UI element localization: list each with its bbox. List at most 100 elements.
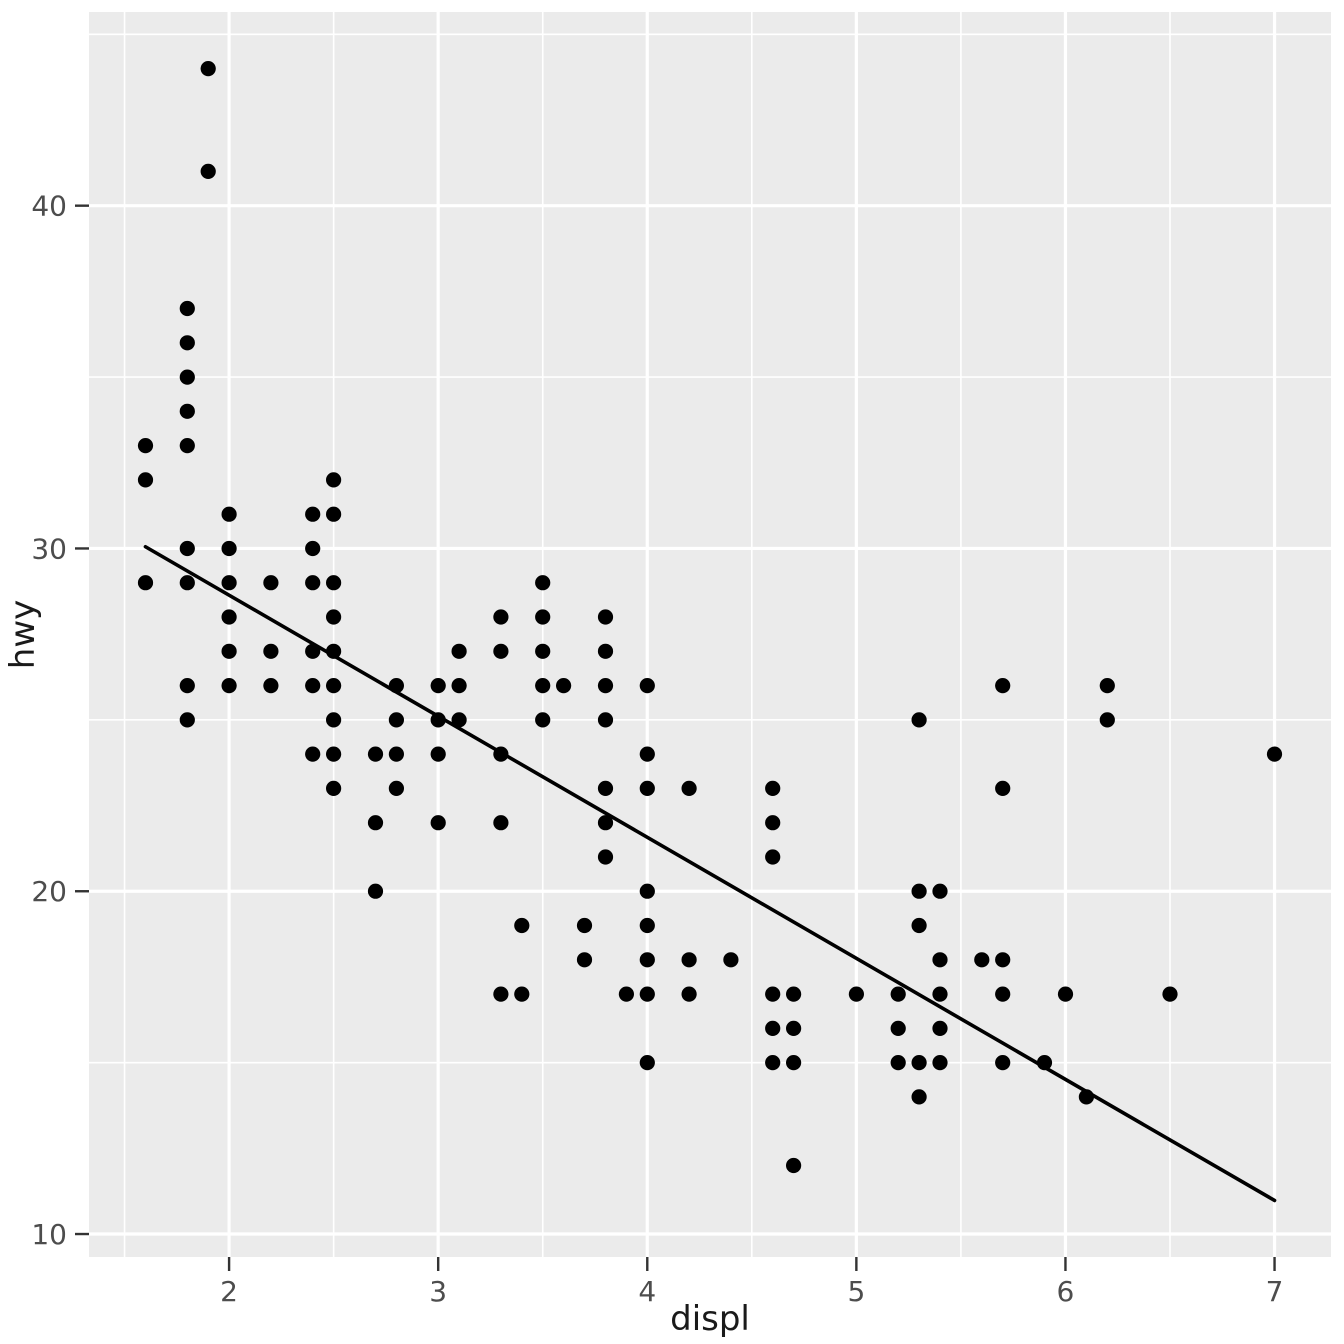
- data-point: [367, 883, 384, 899]
- data-point: [995, 678, 1011, 694]
- data-point: [681, 952, 697, 968]
- data-point: [932, 883, 948, 899]
- plot-panel: [89, 12, 1331, 1257]
- data-point: [765, 1020, 781, 1036]
- data-point: [639, 883, 655, 899]
- x-tick-label: 6: [1057, 1275, 1075, 1308]
- data-point: [681, 986, 697, 1002]
- data-point: [786, 1020, 802, 1036]
- data-point: [890, 986, 906, 1002]
- data-point: [932, 986, 948, 1002]
- data-point: [305, 506, 321, 522]
- data-point: [179, 300, 195, 317]
- data-point: [367, 815, 384, 831]
- data-point: [430, 815, 446, 831]
- data-point: [430, 678, 446, 694]
- x-tick-label: 3: [429, 1275, 447, 1308]
- data-point: [221, 643, 237, 659]
- data-point: [367, 746, 384, 762]
- data-point: [1162, 986, 1178, 1002]
- data-point: [179, 369, 195, 385]
- data-point: [1266, 746, 1283, 762]
- data-point: [911, 917, 927, 934]
- data-point: [995, 1055, 1011, 1071]
- data-point: [493, 609, 509, 625]
- data-point: [765, 780, 781, 797]
- data-point: [221, 575, 237, 591]
- data-point: [326, 506, 342, 522]
- data-point: [597, 849, 614, 865]
- data-point: [576, 952, 593, 968]
- data-point: [535, 678, 551, 694]
- data-point: [1099, 678, 1115, 694]
- data-point: [723, 952, 739, 968]
- data-point: [493, 643, 509, 659]
- data-point: [535, 643, 551, 659]
- data-point: [639, 952, 655, 968]
- data-point: [765, 849, 781, 865]
- data-point: [326, 472, 342, 488]
- y-axis-title: hwy: [3, 600, 43, 669]
- data-point: [430, 746, 446, 762]
- x-tick-label: 7: [1266, 1275, 1284, 1308]
- data-point: [995, 780, 1011, 797]
- data-point: [576, 917, 593, 934]
- data-point: [221, 609, 237, 625]
- data-point: [765, 986, 781, 1002]
- data-point: [639, 917, 655, 934]
- data-point: [451, 678, 467, 694]
- data-point: [535, 575, 551, 591]
- data-point: [493, 986, 509, 1002]
- y-axis-tick-labels: 10 20 30 40: [31, 190, 67, 1251]
- x-tick-label: 4: [638, 1275, 656, 1308]
- data-point: [597, 712, 614, 728]
- data-point: [535, 609, 551, 625]
- data-point: [179, 403, 195, 419]
- data-point: [179, 438, 195, 454]
- data-point: [681, 780, 697, 797]
- data-point: [911, 1089, 927, 1105]
- data-point: [911, 712, 927, 728]
- axis-tick-marks: [75, 204, 1276, 1271]
- data-point: [932, 1055, 948, 1071]
- data-point: [221, 540, 237, 557]
- data-point: [556, 678, 572, 694]
- x-axis-title: displ: [670, 1299, 750, 1339]
- data-point: [326, 780, 342, 797]
- data-point: [786, 986, 802, 1002]
- data-point: [451, 643, 467, 659]
- data-point: [974, 952, 990, 968]
- data-point: [890, 1020, 906, 1036]
- data-point: [263, 678, 279, 694]
- data-point: [305, 540, 321, 557]
- data-point: [890, 1055, 906, 1071]
- data-point: [200, 61, 216, 77]
- data-point: [514, 986, 530, 1002]
- data-point: [995, 986, 1011, 1002]
- x-tick-label: 5: [847, 1275, 865, 1308]
- data-point: [388, 746, 404, 762]
- data-point: [639, 678, 655, 694]
- data-point: [911, 1055, 927, 1071]
- data-point: [786, 1157, 802, 1174]
- data-point: [932, 1020, 948, 1036]
- data-point: [514, 917, 530, 934]
- x-axis-tick-labels: 2 3 4 5 6 7: [220, 1275, 1283, 1308]
- data-point: [388, 780, 404, 797]
- data-point: [326, 746, 342, 762]
- data-point: [493, 815, 509, 831]
- data-point: [305, 678, 321, 694]
- data-point: [597, 678, 614, 694]
- data-point: [597, 609, 614, 625]
- data-point: [221, 678, 237, 694]
- data-point: [618, 986, 635, 1002]
- data-point: [179, 540, 195, 557]
- grid-major-lines: [89, 12, 1331, 1257]
- data-point: [137, 438, 154, 454]
- data-point: [179, 335, 195, 351]
- data-point: [639, 1055, 655, 1071]
- data-point: [765, 815, 781, 831]
- data-point: [597, 780, 614, 797]
- data-point: [639, 746, 655, 762]
